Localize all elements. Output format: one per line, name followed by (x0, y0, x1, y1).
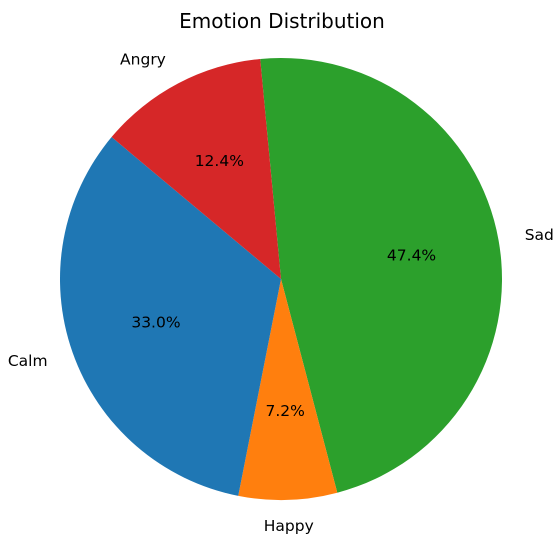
pie-slice-angry (111, 58, 282, 279)
slice-label-sad: Sad (525, 226, 554, 244)
pie-labels: Sad 47.4% Happy 7.2% Calm 33.0% Angry 12.4% (8, 50, 554, 535)
pct-label-calm: 33.0% (131, 314, 180, 332)
slice-label-angry: Angry (120, 50, 166, 68)
pie-slice-happy (238, 279, 338, 500)
pct-label-happy: 7.2% (265, 402, 304, 420)
slice-label-happy: Happy (264, 517, 314, 535)
slice-label-calm: Calm (8, 352, 48, 370)
chart-title: Emotion Distribution (179, 9, 385, 33)
pie-slice-calm (59, 137, 281, 496)
pie-slices (59, 57, 503, 500)
pct-label-sad: 47.4% (387, 246, 436, 264)
pct-label-angry: 12.4% (195, 152, 244, 170)
pie-slice-sad (260, 57, 503, 493)
